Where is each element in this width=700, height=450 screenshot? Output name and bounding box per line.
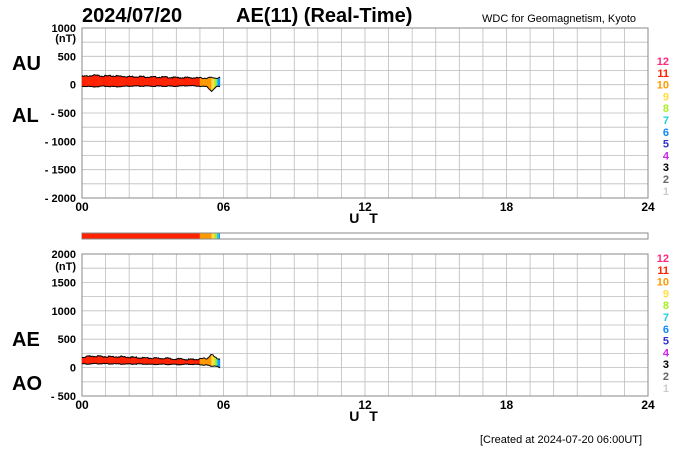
figure-credit: WDC for Geomagnetism, Kyoto <box>482 13 636 25</box>
station-bar-segment <box>214 233 217 239</box>
y-tick-label: 1500 <box>52 277 76 289</box>
x-tick-label: 12 <box>358 200 372 214</box>
x-tick-label: 24 <box>641 200 655 214</box>
station-bar-segment <box>82 233 200 239</box>
figure-title: AE(11) (Real-Time) <box>236 5 412 27</box>
legend-entry: 6 <box>663 127 669 139</box>
legend-entry: 1 <box>663 186 669 198</box>
series-fill-slice <box>218 358 221 369</box>
y-tick-label: 500 <box>58 334 76 346</box>
legend-entry: 2 <box>663 174 669 186</box>
legend-entry: 10 <box>657 80 669 92</box>
plot-frame <box>81 253 649 397</box>
au-al-panel: 1000 500 0 - 500 - 1000 - 1500 - 2000 (nT) 00 06 1… <box>12 23 655 226</box>
legend-entry: 9 <box>663 288 669 300</box>
plot-frame <box>81 27 649 199</box>
series-fill <box>81 74 221 92</box>
legend-entry: 7 <box>663 312 669 324</box>
x-tick-label: 18 <box>500 398 514 412</box>
series-fill-slice <box>218 76 221 87</box>
station-count-bar <box>81 232 649 240</box>
y-tick-label: 1000 <box>52 23 76 35</box>
legend-entry: 5 <box>663 336 669 348</box>
series-label-al: AL <box>12 105 39 127</box>
legend-entry: 5 <box>663 139 669 151</box>
x-tick-label: 06 <box>217 200 231 214</box>
y-unit-label: (nT) <box>55 33 76 45</box>
y-tick-label: 1000 <box>52 306 76 318</box>
ae-ao-panel: 2000 1500 1000 500 0 - 500 (nT) 00 06 12 18 24 U T AE… <box>12 249 655 424</box>
legend-entry: 2 <box>663 371 669 383</box>
series-line-al <box>81 84 221 93</box>
legend-entry: 4 <box>663 150 670 162</box>
grid <box>81 253 649 397</box>
x-tick-label: 12 <box>358 398 372 412</box>
y-tick-label: 0 <box>70 80 76 92</box>
legend-entry: 4 <box>663 347 670 359</box>
legend-entry: 11 <box>657 265 669 277</box>
y-unit-label: (nT) <box>55 261 76 273</box>
legend-entry: 3 <box>663 359 669 371</box>
grid <box>81 27 649 199</box>
x-tick-label: 00 <box>75 200 89 214</box>
x-axis-label: U T <box>349 210 381 226</box>
series-label-au: AU <box>12 53 41 75</box>
y-tick-label: - 500 <box>51 391 76 403</box>
station-bar-segment <box>199 233 212 239</box>
legend-entry: 8 <box>663 300 669 312</box>
legend-entry: 8 <box>663 103 669 115</box>
legend-entry: 6 <box>663 324 669 336</box>
x-tick-label: 06 <box>217 398 231 412</box>
legend-entry: 10 <box>657 277 669 289</box>
x-axis-label: U T <box>349 408 381 424</box>
legend-entry: 9 <box>663 91 669 103</box>
station-bar-segment <box>218 233 220 239</box>
x-tick-label: 24 <box>641 398 655 412</box>
x-tick-label: 00 <box>75 398 89 412</box>
y-tick-label: 500 <box>58 51 76 63</box>
created-timestamp: [Created at 2024-07-20 06:00UT] <box>480 434 642 446</box>
y-tick-label: 2000 <box>52 249 76 261</box>
series-line-ae <box>82 353 221 361</box>
y-tick-label: - 2000 <box>45 193 76 205</box>
legend-entry: 3 <box>663 162 669 174</box>
legend-entry: 12 <box>657 56 669 68</box>
series-line-ao <box>82 362 221 369</box>
legend-entry: 1 <box>663 383 669 395</box>
y-tick-label: - 1000 <box>45 136 76 148</box>
series-label-ae: AE <box>12 329 40 351</box>
figure-date: 2024/07/20 <box>82 5 182 27</box>
station-bar-segment <box>211 233 215 239</box>
series-line-au <box>81 74 221 80</box>
series-label-ao: AO <box>12 373 42 395</box>
legend-entry: 12 <box>657 253 669 265</box>
y-tick-label: 0 <box>70 363 76 375</box>
x-tick-label: 18 <box>500 200 514 214</box>
y-tick-label: - 500 <box>51 108 76 120</box>
legend-entry: 11 <box>657 68 669 80</box>
y-tick-label: - 1500 <box>45 165 76 177</box>
station-bar-segment <box>216 233 219 239</box>
legend-entry: 7 <box>663 115 669 127</box>
